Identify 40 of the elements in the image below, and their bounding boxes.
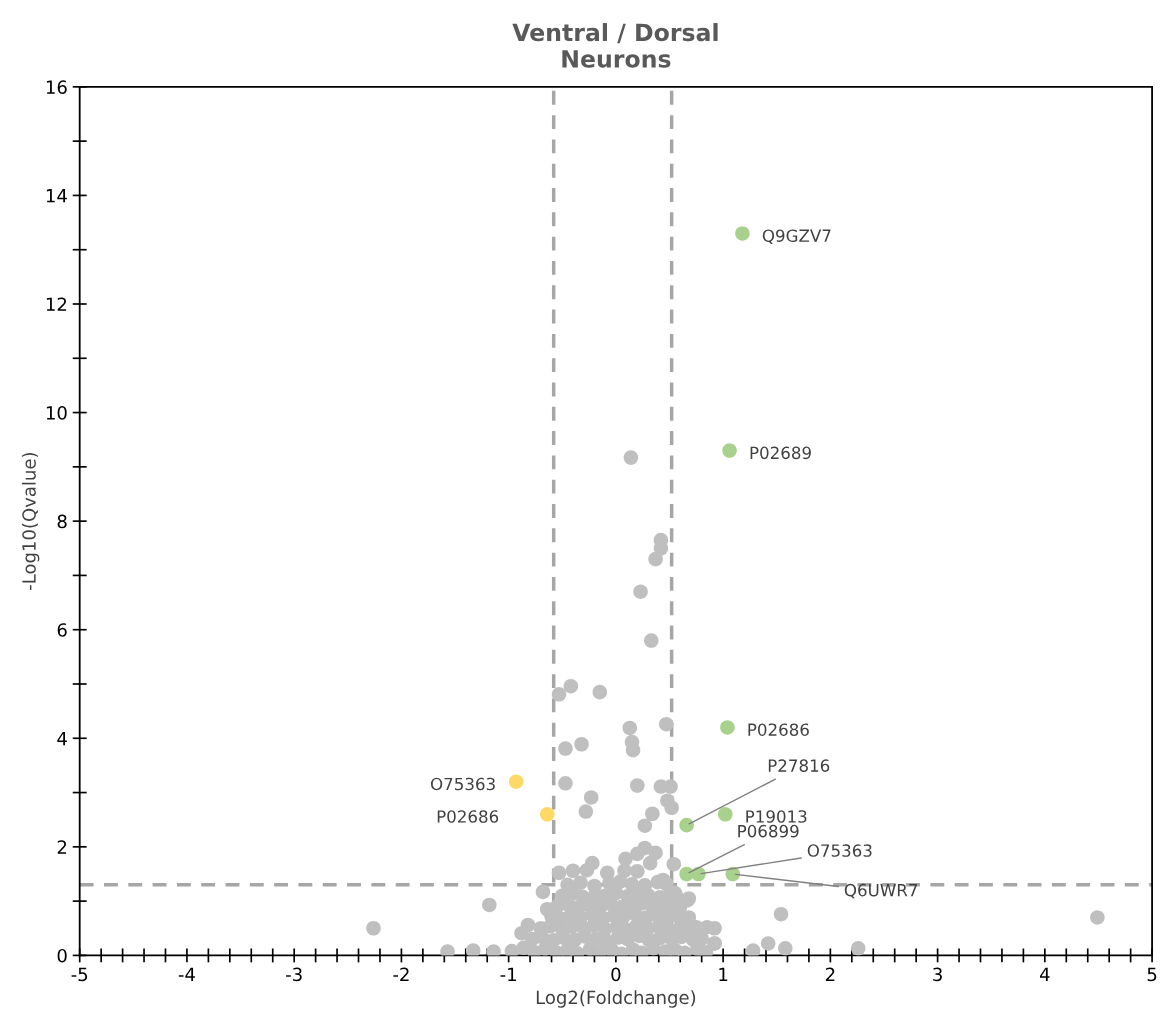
x-tick-label: 1 [719,967,728,981]
x-tick-label: 4 [1039,967,1050,981]
x-tick-label: 0 [611,967,621,982]
annotation: P02686 [748,723,809,736]
annotation: P02686 [437,810,499,823]
y-tick-label: 2 [57,840,67,854]
annotation: P06899 [738,824,799,838]
y-tick-label: 6 [57,623,67,637]
annotation: P19013 [746,810,807,823]
point [717,806,733,822]
chart-title: Ventral / Dorsal Neurons [512,23,718,68]
x-tick-label: -1 [500,967,516,981]
point [679,817,694,833]
annotation: Q6UWR7 [844,883,918,899]
point [722,443,737,458]
y-tick-label: 16 [46,80,67,94]
x-tick-label: 3 [933,967,942,982]
x-axis-title: Log2(Foldchange) [536,990,696,1008]
point [508,774,524,789]
annotation: O75363 [430,777,495,791]
y-tick-label: 8 [57,514,67,529]
x-tick-label: 2 [825,967,835,981]
y-tick-label: 12 [46,297,67,311]
annotation: P02689 [750,446,811,460]
annotation: Q9GZV7 [762,229,831,244]
point [720,720,735,735]
point [539,806,555,822]
y-tick-label: 0 [57,948,67,963]
x-tick-label: -2 [393,967,409,981]
annotation: O75363 [807,844,872,857]
y-tick-label: 4 [57,731,67,746]
x-tick-label: -3 [286,967,302,982]
y-tick-label: 10 [46,406,67,420]
x-tick-label: -4 [178,967,195,981]
x-tick-label: 5 [1147,967,1157,982]
y-tick-label: 14 [46,189,67,203]
point [735,226,750,241]
x-tick-label: -5 [71,967,88,982]
annotation: P27816 [768,759,830,772]
y-axis-title: -Log10(Qvalue) [21,453,40,590]
